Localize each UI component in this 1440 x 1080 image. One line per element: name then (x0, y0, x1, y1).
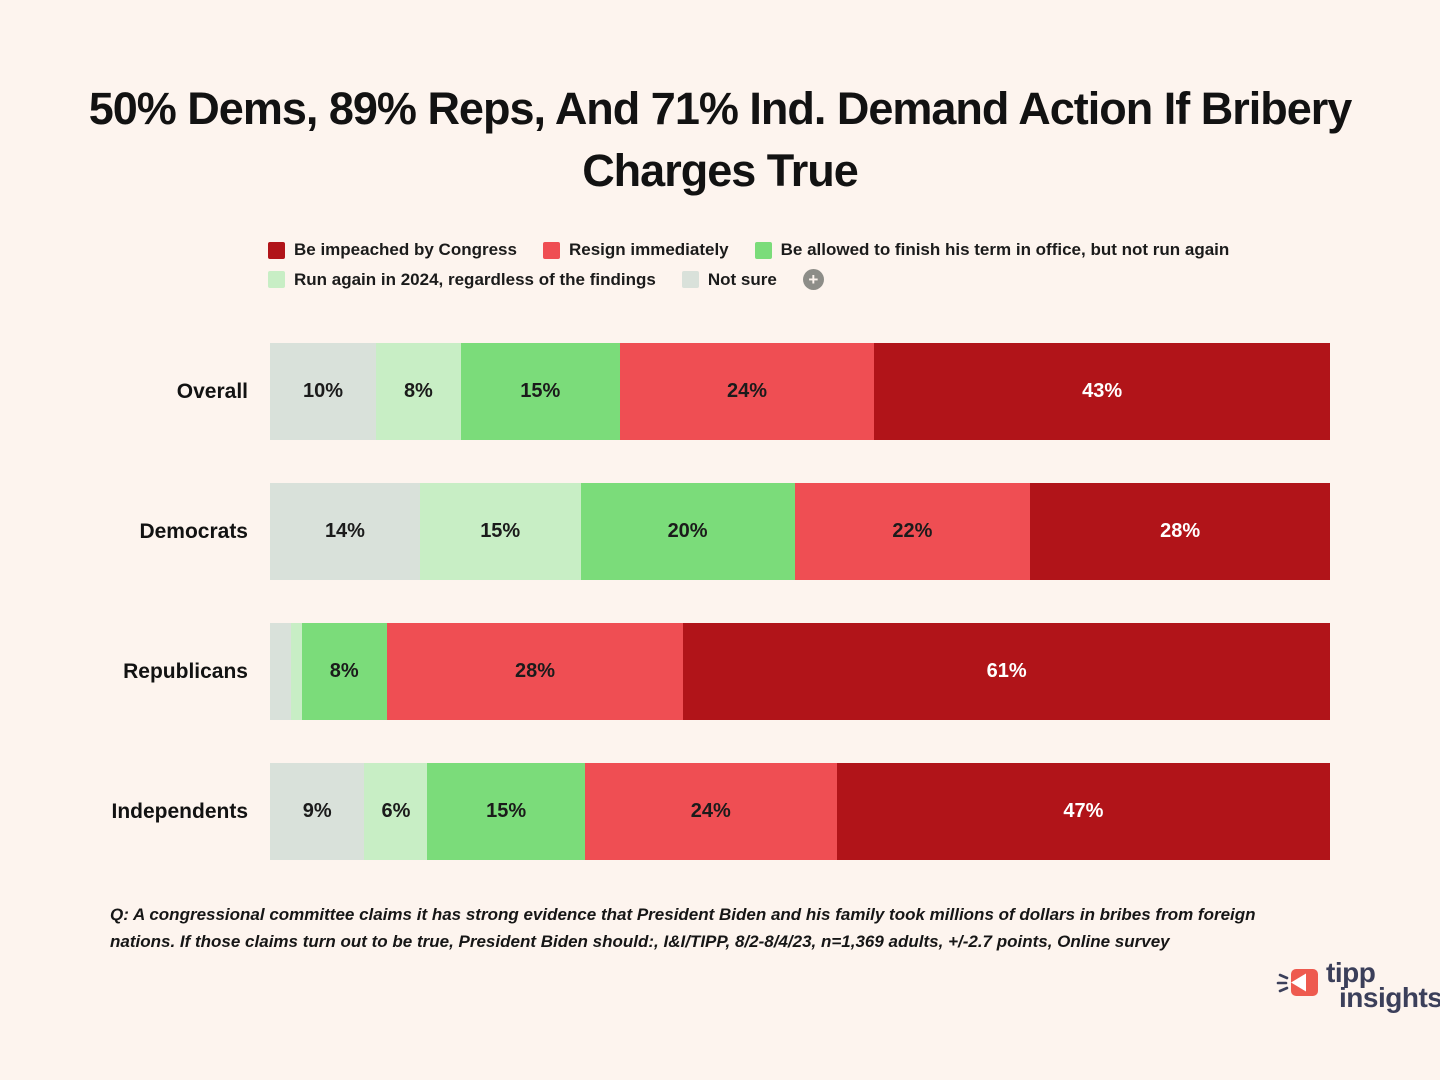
bar-segment: 24% (584, 763, 837, 860)
bar-segment: 6% (364, 763, 428, 860)
tipp-insights-logo: tipp insights (1276, 957, 1440, 1013)
legend-item-3: Run again in 2024, regardless of the fin… (268, 270, 656, 290)
source-footnote: Q: A congressional committee claims it h… (110, 905, 1256, 951)
bar-segment: 10% (270, 343, 376, 440)
legend-swatch-icon (542, 241, 560, 259)
legend-item-0: Be impeached by Congress (268, 240, 517, 260)
bar-segment: 14% (270, 483, 420, 580)
tipp-insights-logo-icon (1276, 964, 1322, 1007)
bar-segment (270, 623, 292, 720)
bar-segment (291, 623, 302, 720)
legend-item-2: Be allowed to finish his term in office,… (754, 240, 1230, 260)
bar-row-independents: Independents 9% 6% 15% 24% 47% (0, 763, 1330, 860)
logo-word-tipp: tipp (1326, 957, 1376, 988)
bar-row-republicans: Republicans 8% 28% 61% (0, 623, 1330, 720)
bar-segment: 15% (427, 763, 585, 860)
stacked-bar: 10% 8% 15% 24% 43% (270, 343, 1330, 440)
legend-item-1: Resign immediately (542, 240, 729, 260)
bar-segment: 15% (419, 483, 581, 580)
bar-segment: 61% (683, 623, 1330, 720)
legend-label: Be allowed to finish his term in office,… (780, 240, 1230, 259)
stacked-bar-chart: Overall 10% 8% 15% 24% 43% Democrats 14% 15% 20% 2… (0, 343, 1331, 903)
bar-segment: 24% (619, 343, 875, 440)
stacked-bar: 14% 15% 20% 22% 28% (270, 483, 1331, 580)
bar-segment: 9% (270, 763, 365, 860)
bar-segment: 8% (376, 343, 461, 440)
bar-segment: 47% (836, 763, 1330, 860)
legend-swatch-icon (268, 271, 285, 288)
legend-label: Run again in 2024, regardless of the fin… (294, 269, 656, 289)
legend-label: Not sure (707, 269, 777, 289)
bar-segment: 28% (386, 623, 684, 720)
row-label: Independents (111, 799, 248, 823)
bar-row-overall: Overall 10% 8% 15% 24% 43% (0, 343, 1330, 440)
legend-label: Be impeached by Congress (294, 240, 517, 259)
row-label: Republicans (123, 659, 248, 683)
chart-title: 50% Dems, 89% Reps, And 71% Ind. Demand … (88, 83, 1353, 196)
logo-text: tipp insights (1326, 957, 1440, 1013)
bar-segment: 22% (794, 483, 1031, 580)
legend: Be impeached by Congress Resign immediate… (268, 240, 1353, 290)
stacked-bar: 9% 6% 15% 24% 47% (270, 763, 1330, 860)
logo-word-insights: insights (1339, 982, 1440, 1013)
legend-swatch-icon (268, 241, 285, 259)
bar-segment: 15% (460, 343, 620, 440)
bar-segment: 8% (301, 623, 387, 720)
stacked-bar: 8% 28% 61% (270, 623, 1330, 720)
row-label: Democrats (139, 519, 248, 543)
bar-segment: 28% (1030, 483, 1331, 580)
row-label: Overall (176, 379, 248, 403)
legend-item-4: Not sure (681, 269, 777, 290)
legend-label: Resign immediately (568, 240, 729, 259)
plus-circle-icon[interactable]: + (802, 269, 824, 290)
legend-swatch-icon (754, 241, 772, 259)
bar-segment: 43% (874, 343, 1330, 440)
legend-swatch-icon (681, 271, 699, 288)
bar-segment: 20% (580, 483, 795, 580)
bar-row-democrats: Democrats 14% 15% 20% 22% 28% (0, 483, 1331, 580)
